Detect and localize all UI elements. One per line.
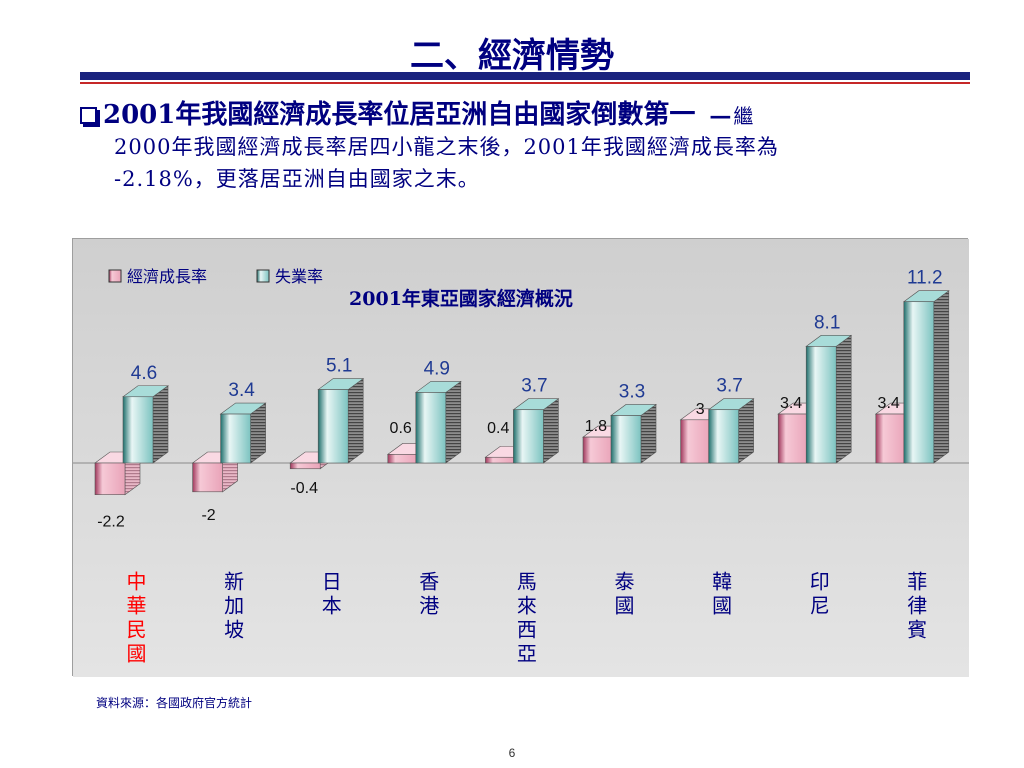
- growth-value-label-6: 3: [696, 401, 705, 418]
- unemployment-bar-2-front: [317, 389, 349, 464]
- growth-bar-0-front: [94, 462, 126, 495]
- unemployment-bar-8-side: [933, 290, 950, 464]
- page-number: 6: [508, 746, 516, 760]
- legend-label-unemployment: 失業率: [275, 267, 323, 286]
- growth-bar-5-front: [582, 436, 614, 464]
- unemployment-bar-2: [317, 377, 365, 464]
- category-labels: 中華民國 新加坡 日本 香港 馬來西亞 泰國 韓國 印尼 菲律賓: [123, 571, 928, 667]
- growth-value-label-5: 1.8: [585, 418, 607, 435]
- category-label-4: 馬來西亞: [513, 571, 537, 667]
- unemployment-bar-6: [707, 398, 755, 464]
- unemployment-bar-7: [805, 334, 853, 464]
- category-label-2: 日本: [318, 571, 342, 619]
- growth-value-label-8: 3.4: [878, 395, 900, 412]
- bullet-continuation: 繼: [733, 104, 754, 128]
- legend-swatch-growth: [108, 269, 122, 283]
- source-note: 資料來源：各國政府官方統計: [96, 696, 253, 710]
- unemployment-bar-8-front: [903, 301, 935, 464]
- bullet-headline: 2001年我國經濟成長率位居亞洲自由國家倒數第一 — 繼: [80, 94, 950, 131]
- unemployment-bar-3-front: [415, 392, 447, 464]
- unemployment-bar-8: [902, 290, 950, 464]
- growth-value-label-0: -2.2: [97, 514, 125, 531]
- chart-title: 2001年東亞國家經濟概況: [349, 287, 573, 310]
- legend-swatch-unemployment: [256, 269, 270, 283]
- unemployment-bar-7-front: [805, 346, 837, 464]
- unemployment-bar-0-front: [122, 396, 154, 464]
- unemployment-value-label-2: 5.1: [326, 356, 352, 377]
- chart-area: 經濟成長率 失業率 2001年東亞國家經濟概況 -2.2 4.6 -2 3.4 -0.4…: [72, 238, 969, 677]
- square-bullet-icon: [80, 107, 97, 124]
- unemployment-bar-1: [219, 402, 267, 464]
- growth-bar-8-front: [875, 413, 907, 464]
- unemployment-bar-1-front: [220, 413, 251, 464]
- value-labels: -2.2 4.6 -2 3.4 -0.4 5.1 0.6 4.9 0.4 3.7 1.8 3.3 3 3.…: [97, 268, 942, 531]
- category-label-8: 菲律賓: [904, 571, 928, 643]
- growth-bar-6-front: [680, 419, 711, 464]
- title-divider: [80, 72, 970, 80]
- growth-value-label-1: -2: [201, 507, 215, 524]
- growth-value-label-7: 3.4: [780, 395, 802, 412]
- unemployment-value-label-7: 8.1: [814, 312, 840, 333]
- category-label-7: 印尼: [806, 571, 830, 619]
- unemployment-bar-0-side: [152, 385, 169, 464]
- unemployment-bar-7-side: [835, 334, 852, 464]
- unemployment-bar-5: [610, 403, 657, 464]
- unemployment-bar-0: [122, 385, 169, 464]
- category-label-0: 中華民國: [123, 571, 147, 667]
- legend-label-growth: 經濟成長率: [127, 267, 207, 286]
- chart-legend: 經濟成長率 失業率: [108, 267, 323, 286]
- unemployment-value-label-8: 11.2: [907, 268, 943, 289]
- unemployment-value-label-5: 3.3: [619, 381, 645, 402]
- category-label-5: 泰國: [611, 571, 635, 619]
- category-label-3: 香港: [416, 571, 440, 619]
- unemployment-bar-3-side: [445, 380, 462, 464]
- unemployment-bar-5-front: [610, 415, 642, 464]
- growth-bar-7-front: [777, 413, 809, 464]
- growth-bar-3-front: [387, 454, 419, 464]
- bullet-heading: 2001年我國經濟成長率位居亞洲自由國家倒數第一: [103, 100, 696, 130]
- bullet-body-line-2: -2.18%，更落居亞洲自由國家之末。: [114, 167, 480, 191]
- growth-value-label-2: -0.4: [290, 480, 318, 497]
- growth-bar-2-front: [289, 462, 321, 470]
- unemployment-bar-6-front: [708, 409, 739, 464]
- bullet-body-line-1: 2000年我國經濟成長率居四小龍之末後，2001年我國經濟成長率為: [114, 135, 779, 159]
- category-label-1: 新加坡: [221, 571, 245, 643]
- unemployment-bar-4-front: [513, 409, 544, 464]
- unemployment-bar-3: [414, 380, 462, 464]
- bullet-dash: —: [709, 103, 732, 129]
- bar-chart: 經濟成長率 失業率 2001年東亞國家經濟概況 -2.2 4.6 -2 3.4 -0.4…: [73, 239, 969, 677]
- growth-value-label-3: 0.6: [390, 420, 412, 437]
- growth-bar-1-front: [192, 462, 223, 493]
- unemployment-value-label-0: 4.6: [131, 363, 157, 384]
- growth-bar-4-front: [485, 456, 516, 464]
- bullet-block: 2001年我國經濟成長率位居亞洲自由國家倒數第一 — 繼 2000年我國經濟成長…: [80, 94, 950, 195]
- title-divider-accent: [80, 82, 970, 84]
- growth-value-label-4: 0.4: [487, 420, 509, 437]
- unemployment-value-label-4: 3.7: [521, 376, 547, 397]
- bar-group: [94, 290, 950, 496]
- category-label-6: 韓國: [709, 571, 733, 619]
- unemployment-bar-4: [512, 398, 560, 464]
- unemployment-value-label-3: 4.9: [424, 358, 450, 379]
- unemployment-bar-2-side: [347, 377, 364, 464]
- unemployment-value-label-6: 3.7: [716, 376, 742, 397]
- unemployment-value-label-1: 3.4: [228, 380, 255, 401]
- slide-title: 二、經濟情勢: [410, 36, 614, 76]
